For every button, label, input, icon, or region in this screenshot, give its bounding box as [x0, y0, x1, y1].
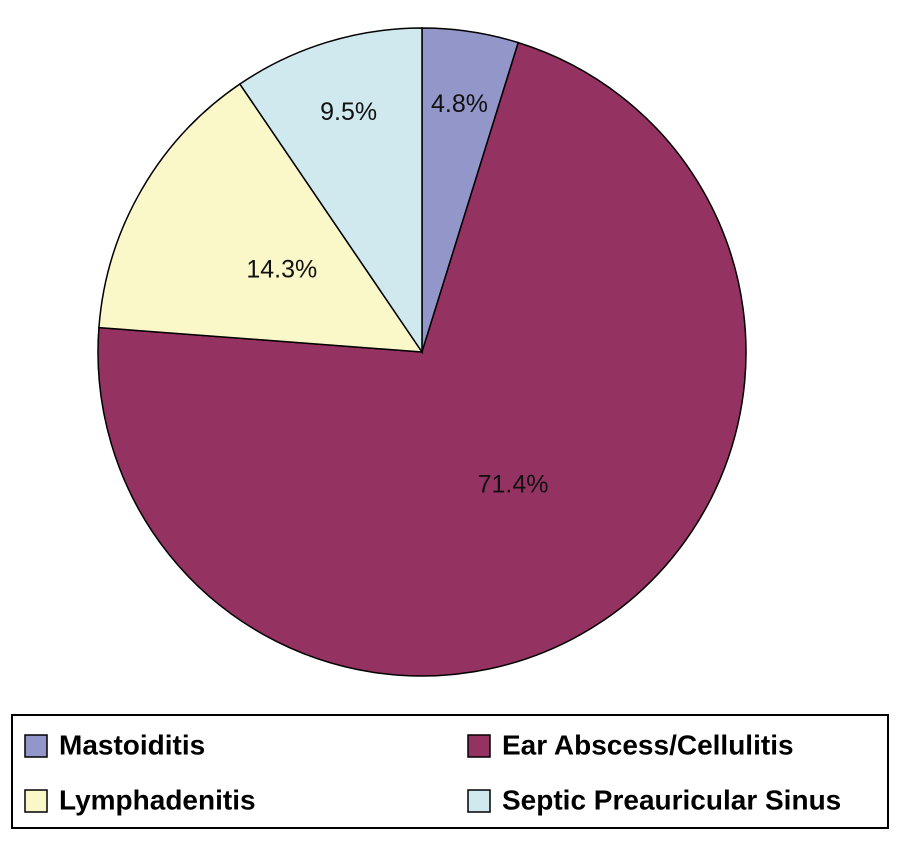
- value-label: 71.4%: [478, 471, 549, 499]
- pie-slice: [97, 41, 747, 677]
- legend-label: Septic Preauricular Sinus: [502, 784, 841, 815]
- legend-swatch: [467, 734, 491, 758]
- legend-swatch: [24, 734, 48, 758]
- legend-box: [11, 714, 889, 829]
- legend-label: Mastoiditis: [59, 729, 205, 760]
- value-label: 4.8%: [431, 90, 488, 118]
- value-label: 14.3%: [246, 255, 317, 283]
- value-label: 9.5%: [320, 98, 377, 126]
- legend-label: Lymphadenitis: [59, 784, 256, 815]
- pie-slice: [98, 82, 424, 353]
- legend-label: Ear Abscess/Cellulitis: [502, 729, 794, 760]
- legend-swatch: [467, 789, 491, 813]
- legend-swatch: [24, 789, 48, 813]
- pie-slice: [238, 27, 423, 355]
